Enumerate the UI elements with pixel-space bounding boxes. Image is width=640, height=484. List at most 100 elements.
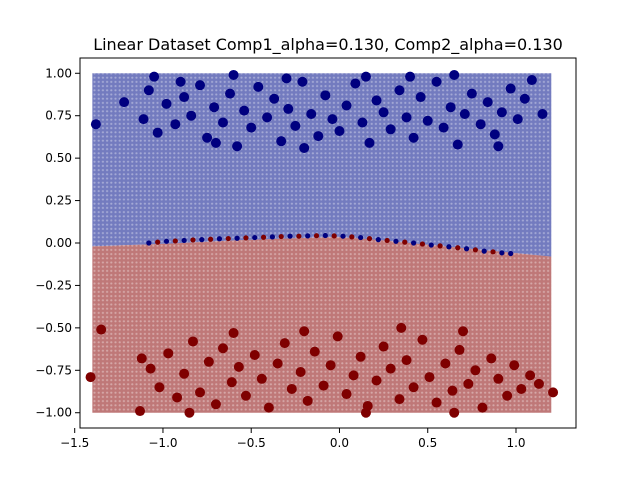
data-point: [459, 109, 470, 120]
data-point: [493, 141, 504, 152]
data-point: [509, 360, 520, 371]
data-point: [402, 239, 408, 245]
data-point: [537, 109, 548, 120]
data-point: [415, 92, 426, 103]
data-point: [146, 240, 152, 246]
data-point: [449, 69, 460, 80]
data-point: [449, 407, 460, 418]
data-point: [422, 115, 433, 126]
y-tick-label: 0.75: [45, 109, 72, 123]
data-point: [260, 234, 267, 240]
data-point: [172, 238, 178, 244]
data-point: [327, 114, 338, 125]
x-axis: −1.5 −1.0 −0.5 0.0 0.5 1.0: [60, 428, 526, 450]
data-point: [371, 375, 382, 386]
data-point: [305, 233, 311, 239]
data-point: [445, 102, 456, 113]
data-point: [283, 103, 294, 114]
data-point: [470, 365, 481, 376]
data-point: [149, 71, 160, 82]
data-point: [378, 107, 389, 118]
y-tick-label: 0.25: [45, 194, 72, 208]
data-point: [96, 324, 107, 335]
x-tick-label: −0.5: [237, 436, 266, 450]
data-point: [209, 102, 220, 113]
data-point: [226, 377, 237, 388]
data-point: [138, 114, 149, 125]
data-point: [385, 363, 396, 374]
data-point: [525, 370, 536, 381]
data-point: [143, 85, 154, 96]
y-tick-label: 0.00: [45, 236, 72, 250]
data-point: [384, 237, 390, 244]
data-point: [232, 141, 243, 152]
data-point: [225, 88, 236, 99]
data-point: [313, 131, 324, 142]
data-point: [463, 378, 474, 389]
data-point: [355, 351, 366, 362]
data-point: [424, 372, 435, 383]
data-point: [431, 397, 442, 408]
data-point: [269, 234, 275, 240]
data-point: [181, 237, 187, 244]
data-point: [195, 387, 206, 398]
chart-title: Linear Dataset Comp1_alpha=0.130, Comp2_…: [93, 35, 563, 55]
data-point: [199, 237, 205, 243]
plot-background: [92, 73, 552, 413]
data-point: [225, 235, 231, 242]
data-point: [187, 336, 198, 347]
data-point: [296, 233, 302, 239]
data-point: [210, 137, 221, 148]
data-point: [490, 249, 496, 255]
data-point: [299, 326, 310, 337]
data-point: [263, 402, 274, 413]
data-point: [428, 242, 434, 248]
data-point: [233, 361, 244, 372]
data-point: [505, 83, 516, 94]
y-tick-label: −0.75: [35, 363, 72, 377]
data-point: [533, 378, 544, 389]
data-point: [175, 76, 186, 87]
data-point: [360, 407, 371, 418]
data-point: [364, 137, 375, 148]
data-point: [202, 132, 213, 143]
data-point: [322, 232, 328, 239]
data-point: [499, 250, 505, 256]
data-point: [234, 235, 240, 241]
data-point: [489, 129, 500, 140]
data-point: [486, 353, 497, 364]
data-point: [119, 97, 130, 108]
data-point: [385, 124, 396, 135]
data-point: [458, 326, 469, 337]
data-point: [349, 234, 355, 240]
data-point: [269, 93, 280, 104]
data-point: [446, 244, 452, 250]
data-point: [341, 100, 352, 111]
data-point: [360, 71, 371, 82]
data-point: [85, 372, 96, 383]
data-point: [375, 237, 381, 243]
data-point: [313, 233, 320, 239]
data-point: [472, 247, 478, 253]
data-point: [309, 346, 320, 357]
data-point: [228, 69, 239, 80]
data-point: [405, 71, 416, 82]
data-point: [516, 383, 527, 394]
data-point: [154, 382, 165, 393]
data-point: [526, 75, 537, 86]
data-point: [195, 80, 206, 91]
data-point: [508, 250, 514, 257]
data-point: [279, 338, 290, 349]
data-point: [161, 98, 172, 109]
data-point: [287, 233, 293, 239]
data-point: [297, 76, 308, 87]
data-point: [332, 331, 343, 342]
data-point: [281, 73, 292, 84]
data-point: [136, 353, 147, 364]
data-point: [466, 88, 477, 99]
data-point: [366, 235, 373, 242]
data-point: [502, 390, 513, 401]
data-point: [318, 380, 329, 391]
y-tick-label: −0.50: [35, 321, 72, 335]
